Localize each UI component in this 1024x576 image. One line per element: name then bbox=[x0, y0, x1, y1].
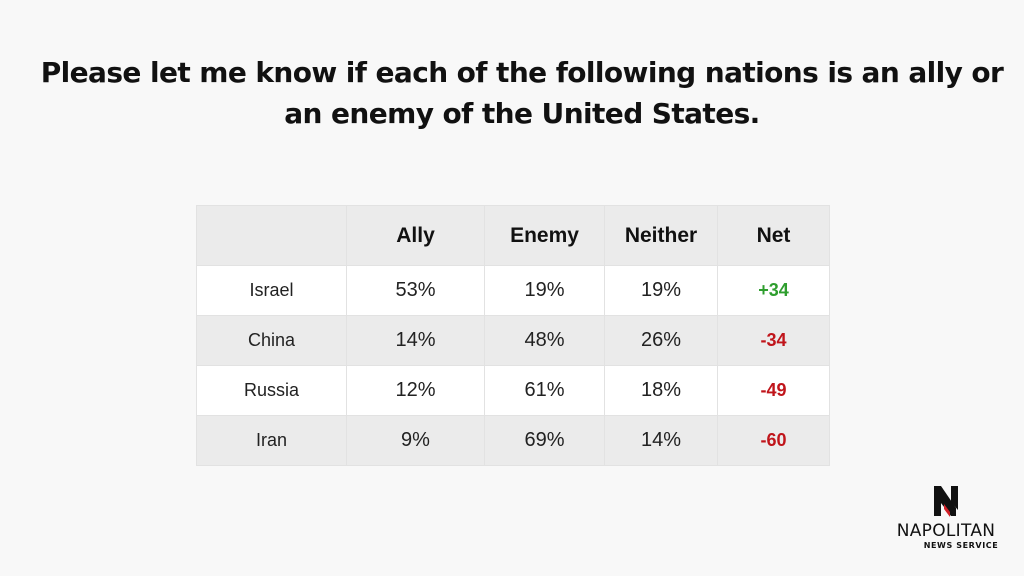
ally-cell: 12% bbox=[346, 365, 485, 416]
napolitan-logo: NAPOLITAN NEWS SERVICE bbox=[888, 484, 1004, 550]
napolitan-n-icon bbox=[934, 486, 958, 517]
neither-cell: 18% bbox=[604, 365, 718, 416]
logo-name: NAPOLITAN bbox=[896, 521, 996, 541]
enemy-cell: 48% bbox=[484, 315, 605, 366]
net-cell: -49 bbox=[717, 365, 830, 416]
country-cell: Israel bbox=[196, 265, 347, 316]
ally-cell: 14% bbox=[346, 315, 485, 366]
enemy-cell: 19% bbox=[484, 265, 605, 316]
enemy-cell: 61% bbox=[484, 365, 605, 416]
net-cell: -60 bbox=[717, 415, 830, 466]
table-row: China 14% 48% 26% -34 bbox=[196, 315, 830, 366]
country-cell: Russia bbox=[196, 365, 347, 416]
header-net: Net bbox=[717, 205, 830, 266]
net-cell: +34 bbox=[717, 265, 830, 316]
ally-cell: 53% bbox=[346, 265, 485, 316]
neither-cell: 19% bbox=[604, 265, 718, 316]
header-neither: Neither bbox=[604, 205, 718, 266]
header-row: Ally Enemy Neither Net bbox=[196, 205, 830, 266]
results-table: Ally Enemy Neither Net Israel 53% 19% 19… bbox=[196, 205, 830, 466]
country-cell: Iran bbox=[196, 415, 347, 466]
header-country bbox=[196, 205, 347, 266]
neither-cell: 26% bbox=[604, 315, 718, 366]
header-ally: Ally bbox=[346, 205, 485, 266]
logo-subtitle: NEWS SERVICE bbox=[923, 541, 999, 550]
table-row: Iran 9% 69% 14% -60 bbox=[196, 415, 830, 466]
neither-cell: 14% bbox=[604, 415, 718, 466]
net-cell: -34 bbox=[717, 315, 830, 366]
header-enemy: Enemy bbox=[484, 205, 605, 266]
enemy-cell: 69% bbox=[484, 415, 605, 466]
country-cell: China bbox=[196, 315, 347, 366]
table-row: Israel 53% 19% 19% +34 bbox=[196, 265, 830, 316]
ally-cell: 9% bbox=[346, 415, 485, 466]
table-row: Russia 12% 61% 18% -49 bbox=[196, 365, 830, 416]
chart-title: Please let me know if each of the follow… bbox=[40, 56, 1004, 130]
